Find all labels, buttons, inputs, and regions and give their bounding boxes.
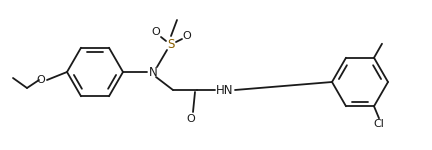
Text: N: N [149, 66, 157, 78]
Text: O: O [36, 75, 45, 85]
Text: O: O [183, 31, 191, 41]
Text: Cl: Cl [374, 119, 384, 129]
Text: HN: HN [216, 84, 234, 96]
Text: S: S [167, 38, 175, 51]
Text: O: O [152, 27, 160, 37]
Text: O: O [187, 114, 195, 124]
